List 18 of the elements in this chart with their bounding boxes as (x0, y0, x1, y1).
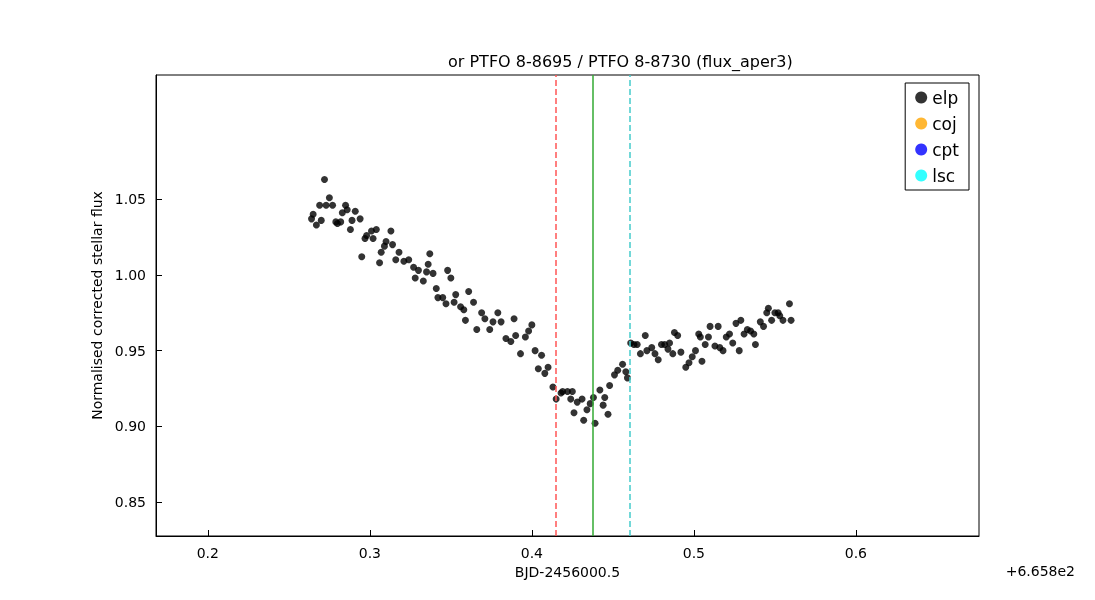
y-tick-label: 1.00 (114, 266, 146, 283)
legend-label: elp (932, 87, 959, 108)
x-tick-label: 0.5 (682, 545, 705, 561)
y-axis-title: Normalised corrected stellar flux (88, 191, 105, 420)
legend-label: cpt (932, 139, 960, 160)
chart-title: or PTFO 8-8695 / PTFO 8-8730 (flux_aper3) (448, 51, 793, 72)
y-tick-label: 0.90 (114, 418, 146, 435)
y-tick-label: 1.05 (114, 191, 146, 208)
y-tick-label: 0.95 (114, 342, 146, 359)
x-tick-label: 0.2 (196, 545, 219, 561)
y-tick-label: 0.85 (114, 494, 146, 511)
legend-label: lsc (932, 165, 956, 186)
x-tick-label: 0.4 (520, 545, 544, 561)
legend-label: coj (932, 113, 957, 134)
text: +6.658e2 (1005, 563, 1076, 579)
x-axis-title: BJD-2456000.5 (514, 563, 621, 580)
x-tick-label: 0.3 (358, 545, 381, 561)
x-tick-label: 0.6 (844, 545, 868, 561)
